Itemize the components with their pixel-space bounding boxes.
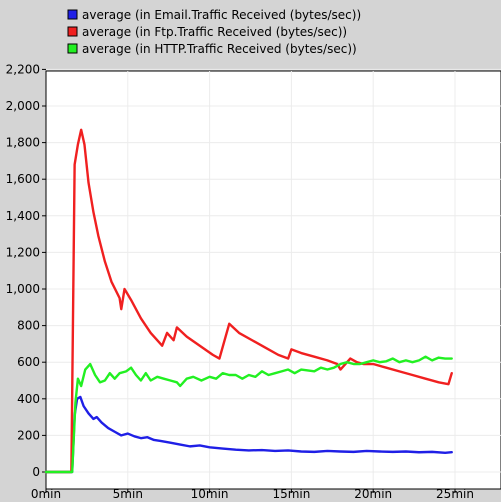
series-line-0 — [44, 395, 453, 474]
y-tick-label-0: 0 — [32, 465, 40, 479]
series-line-1 — [44, 128, 453, 474]
y-tick-label-2: 400 — [17, 392, 40, 406]
legend: average (in Email.Traffic Received (byte… — [67, 8, 361, 56]
y-tick-label-8: 1,600 — [6, 172, 40, 186]
y-tick-label-7: 1,400 — [6, 209, 40, 223]
y-tick-label-5: 1,000 — [6, 282, 40, 296]
plot-area — [45, 70, 501, 490]
x-tick-label-0: 0min — [31, 487, 61, 501]
y-tick-label-4: 800 — [17, 319, 40, 333]
series-lines — [44, 128, 453, 474]
x-tick-label-3: 15min — [272, 487, 310, 501]
legend-swatch-2 — [67, 43, 78, 54]
x-tick-label-1: 5min — [113, 487, 143, 501]
x-tick-label-4: 20min — [354, 487, 392, 501]
y-tick-label-9: 1,800 — [6, 136, 40, 150]
y-tick-label-6: 1,200 — [6, 245, 40, 259]
x-tick-label-2: 10min — [191, 487, 229, 501]
legend-label-1: average (in Ftp.Traffic Received (bytes/… — [82, 25, 347, 39]
y-tick-label-11: 2,200 — [6, 62, 40, 76]
legend-label-2: average (in HTTP.Traffic Received (bytes… — [82, 42, 357, 56]
y-tick-label-1: 200 — [17, 428, 40, 442]
legend-swatch-1 — [67, 26, 78, 37]
grid — [45, 68, 501, 489]
legend-swatch-0 — [67, 9, 78, 20]
y-tick-label-3: 600 — [17, 355, 40, 369]
x-tick-label-5: 25min — [436, 487, 474, 501]
axes: 0 200 400 600 800 1,000 1,200 1,400 1,600 1,800 2,… — [6, 62, 501, 501]
series-line-2 — [44, 355, 453, 474]
legend-label-0: average (in Email.Traffic Received (byte… — [82, 8, 361, 22]
y-tick-label-10: 2,000 — [6, 99, 40, 113]
